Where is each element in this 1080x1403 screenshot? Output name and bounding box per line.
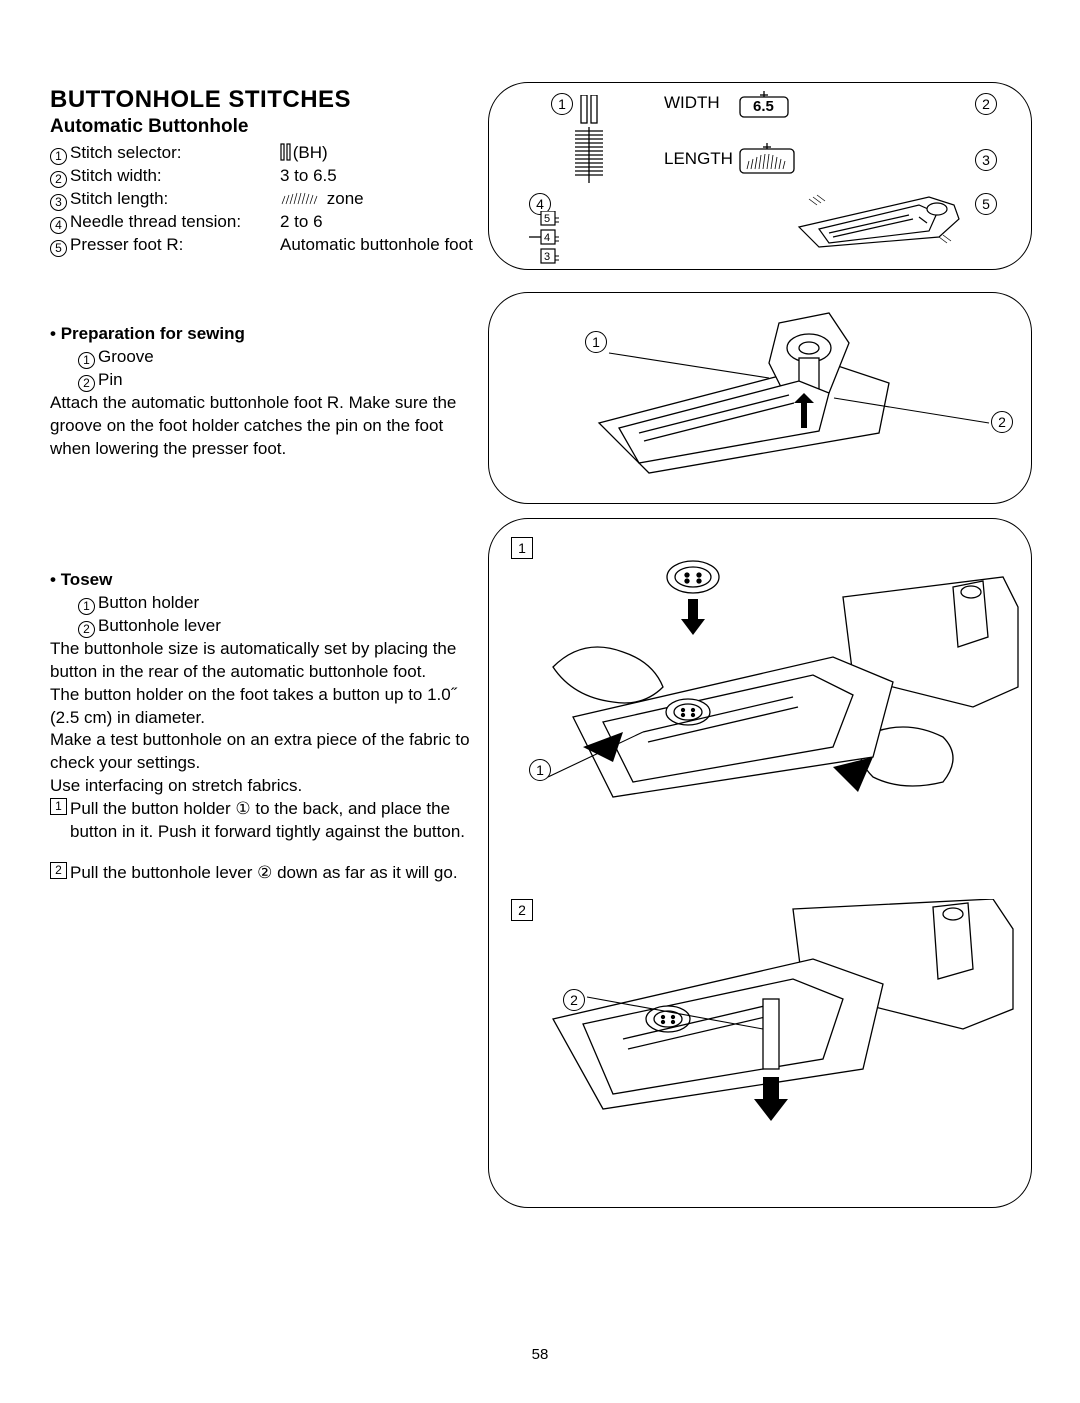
setting-row: 5Presser foot R: Automatic buttonhole fo… [50, 234, 480, 257]
svg-text:4: 4 [544, 232, 550, 244]
zone-icon [280, 192, 322, 206]
callout-3: 3 [975, 149, 997, 171]
foot-diagram-icon [789, 187, 969, 257]
prep-heading: Preparation for sewing [61, 324, 245, 343]
prep-body: Attach the automatic buttonhole foot R. … [50, 392, 480, 461]
circled-2: 2 [78, 621, 95, 638]
figure-3-panel: 1 2 1 2 [488, 518, 1032, 1208]
figure-2-panel: 1 2 [488, 292, 1032, 504]
tosew-body: The buttonhole size is automatically set… [50, 638, 480, 684]
prep-section: • Preparation for sewing 1Groove 2Pin At… [50, 323, 480, 461]
prep-diagram-icon [569, 303, 999, 493]
boxed-1: 1 [50, 798, 67, 815]
circled-5: 5 [50, 240, 67, 257]
callout-2: 2 [975, 93, 997, 115]
width-box: 6.5 [739, 91, 789, 124]
tension-scale: 5 4 3 [529, 211, 559, 272]
callout-1: 1 [551, 93, 573, 115]
circled-4: 4 [50, 217, 67, 234]
callout-5: 5 [975, 193, 997, 215]
figure-1-panel: 1 2 3 4 5 WIDTH 6.5 LENGTH 5 4 3 [488, 82, 1032, 270]
tosew-step: Pull the button holder ① to the back, an… [70, 798, 480, 844]
left-text-column: BUTTONHOLE STITCHES Automatic Buttonhole… [50, 86, 480, 885]
tosew-body: The button holder on the foot takes a bu… [50, 684, 480, 730]
setting-row: 3Stitch length: zone [50, 188, 480, 211]
settings-list: 1Stitch selector: (BH) 2Stitch width: 3 … [50, 142, 480, 257]
tosew-section: • Tosew 1Button holder 2Buttonhole lever… [50, 569, 480, 885]
svg-text:5: 5 [544, 213, 550, 225]
circled-3: 3 [50, 194, 67, 211]
circled-2: 2 [78, 375, 95, 392]
boxed-2: 2 [50, 862, 67, 879]
page-number: 58 [0, 1346, 1080, 1363]
svg-text:3: 3 [544, 251, 550, 263]
tosew-heading: Tosew [61, 570, 113, 589]
circled-1: 1 [78, 352, 95, 369]
width-label: WIDTH [664, 93, 720, 113]
circled-1: 1 [50, 148, 67, 165]
length-label: LENGTH [664, 149, 733, 169]
bh-icon [280, 143, 292, 161]
circled-2: 2 [50, 171, 67, 188]
circled-1: 1 [78, 598, 95, 615]
length-box [739, 143, 795, 180]
step2-diagram-icon [513, 899, 1033, 1199]
setting-row: 1Stitch selector: (BH) [50, 142, 480, 165]
section-subtitle: Automatic Buttonhole [50, 116, 480, 138]
step1-diagram-icon [513, 537, 1033, 877]
setting-row: 4Needle thread tension: 2 to 6 [50, 211, 480, 234]
tosew-body: Use interfacing on stretch fabrics. [50, 775, 480, 798]
setting-row: 2Stitch width: 3 to 6.5 [50, 165, 480, 188]
stitch-selector-icon [575, 95, 605, 183]
tosew-step: Pull the buttonhole lever ② down as far … [70, 862, 480, 885]
tosew-body: Make a test buttonhole on an extra piece… [50, 729, 480, 775]
page-title: BUTTONHOLE STITCHES [50, 86, 480, 114]
